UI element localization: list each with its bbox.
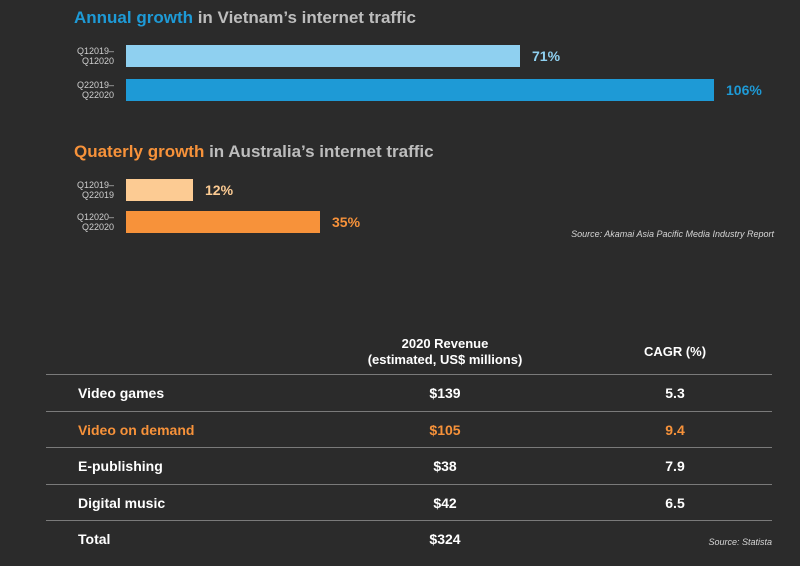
australia-bar (126, 179, 193, 201)
vietnam-bar (126, 45, 520, 67)
vietnam-period-label: Q22019– Q22020 (76, 80, 114, 100)
revenue-cell: $105 (429, 421, 461, 438)
vietnam-bar (126, 79, 714, 101)
australia-title-rest: in Australia’s internet traffic (204, 142, 434, 161)
cagr-cell: 7.9 (665, 458, 685, 475)
revenue-cell: $324 (429, 531, 461, 548)
category-cell: Video games (78, 385, 165, 401)
cagr-cell: 5.3 (665, 385, 685, 401)
category-cell: Digital music (78, 494, 166, 511)
cagr-cell: 6.5 (665, 494, 685, 511)
vietnam-title-rest: in Vietnam’s internet traffic (192, 8, 416, 27)
australia-period-label: Q12019– Q22019 (76, 180, 114, 200)
vietnam-title-highlight: Annual growth (74, 8, 193, 27)
table-row: Digital music $42 6.5 (46, 483, 772, 521)
category-cell: Total (78, 531, 111, 548)
australia-chart-title: Quaterly growth in Australia’s internet … (74, 142, 434, 162)
australia-title-highlight: Quaterly growth (74, 142, 205, 161)
table-row: Video games $139 5.3 (46, 374, 772, 411)
revenue-cell: $139 (429, 385, 461, 401)
australia-period-label: Q12020– Q22020 (76, 212, 114, 232)
australia-bar (126, 211, 320, 233)
akamai-source-note: Source: Akamai Asia Pacific Media Indust… (571, 229, 774, 239)
table-row: Total $324 (46, 520, 772, 557)
cagr-column-header: CAGR (%) (643, 344, 707, 359)
category-cell: Video on demand (78, 421, 195, 438)
vietnam-period-label: Q12019– Q12020 (76, 46, 114, 66)
revenue-column-header: 2020 Revenue (estimated, US$ millions) (367, 336, 523, 367)
vietnam-value-label: 71% (532, 48, 561, 64)
vietnam-value-label: 106% (726, 82, 762, 98)
vietnam-chart-title: Annual growth in Vietnam’s internet traf… (74, 8, 416, 28)
table-row: E-publishing $38 7.9 (46, 447, 772, 484)
category-cell: E-publishing (78, 458, 163, 475)
australia-value-label: 35% (332, 214, 361, 230)
cagr-cell: 9.4 (665, 421, 685, 438)
revenue-cell: $38 (433, 458, 457, 475)
table-row: Video on demand $105 9.4 (46, 410, 772, 448)
australia-value-label: 12% (205, 182, 234, 198)
revenue-cell: $42 (433, 494, 457, 511)
statista-source-note: Source: Statista (708, 537, 772, 547)
